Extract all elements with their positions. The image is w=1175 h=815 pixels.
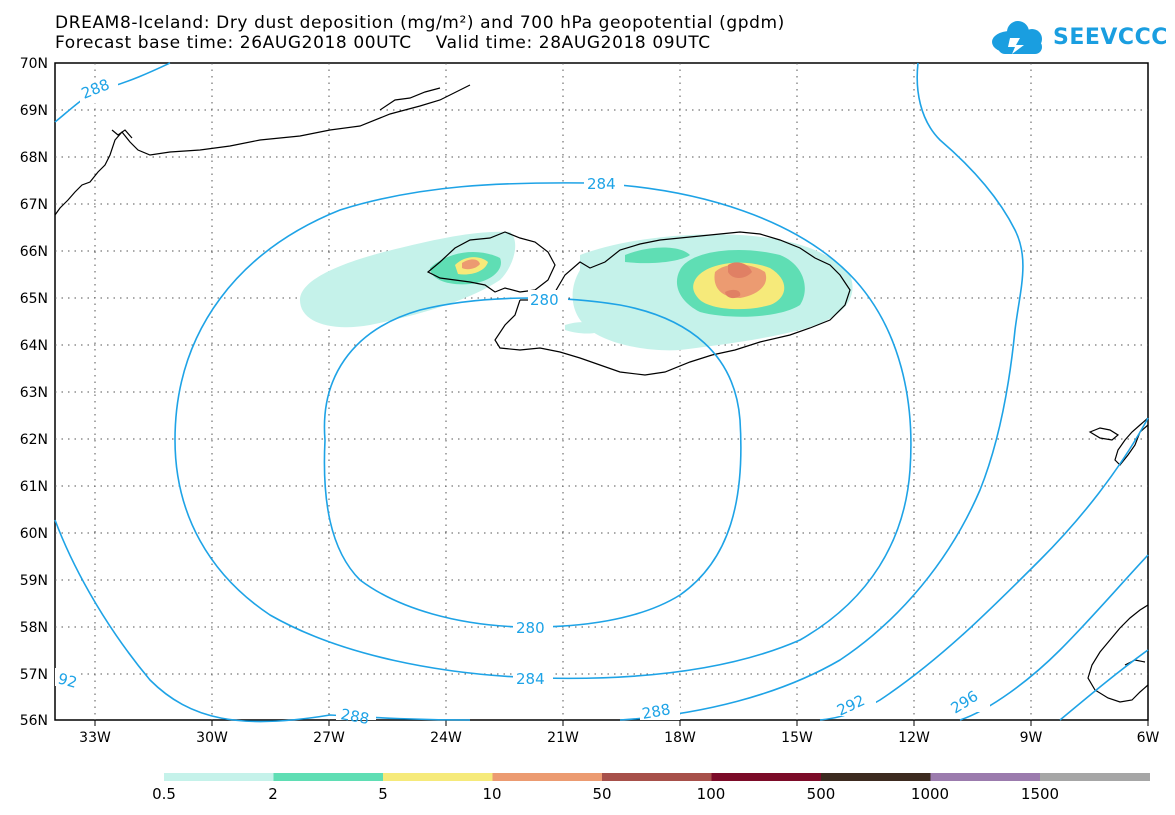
contour-label: 288: [339, 705, 370, 728]
legend-swatch: [711, 773, 822, 781]
lat-label: 56N: [20, 713, 48, 729]
chart-subtitle: Forecast base time: 26AUG2018 00UTC Vali…: [55, 33, 711, 53]
legend-label: 500: [806, 785, 836, 803]
coastlines: [54, 84, 1149, 703]
legend-label: 5: [378, 785, 388, 803]
legend-swatch: [1040, 773, 1150, 781]
contour-label-group: 288 284 280 280 284 288 288 292 296 92: [55, 75, 990, 728]
lat-label: 65N: [20, 291, 48, 307]
legend-swatch: [930, 773, 1041, 781]
contour-300: [1059, 649, 1149, 721]
graticule: [55, 63, 1148, 720]
lat-label: 62N: [20, 432, 48, 448]
legend-label: 2: [268, 785, 278, 803]
contour-280-inner: [323, 297, 742, 628]
lat-label: 64N: [20, 338, 48, 354]
legend-label: 1000: [910, 785, 950, 803]
lon-label: 33W: [79, 730, 111, 746]
lon-label: 15W: [781, 730, 813, 746]
lat-label: 58N: [20, 620, 48, 636]
contour-label: 288: [641, 700, 672, 723]
dust-deposition-field: [300, 231, 853, 351]
legend-colorbar: [164, 773, 1150, 781]
lat-label: 57N: [20, 667, 48, 683]
lon-label: 18W: [664, 730, 696, 746]
legend-swatch: [164, 773, 274, 781]
lon-label: 9W: [1020, 730, 1043, 746]
legend-label: 1500: [1020, 785, 1060, 803]
contour-label: 280: [530, 291, 559, 309]
ticks: [94, 720, 1149, 726]
legend-swatch: [821, 773, 931, 781]
legend-swatch: [273, 773, 384, 781]
legend-swatch: [492, 773, 603, 781]
longitude-labels: 33W 30W 27W 24W 21W 18W 15W 12W 9W 6W: [79, 730, 1159, 746]
lon-label: 12W: [898, 730, 930, 746]
lon-label: 24W: [430, 730, 462, 746]
legend-swatch: [383, 773, 493, 781]
lon-label: 21W: [547, 730, 579, 746]
legend-label: 10: [482, 785, 502, 803]
lat-label: 66N: [20, 244, 48, 260]
cloud-icon: [992, 21, 1042, 54]
lat-label: 69N: [20, 103, 48, 119]
contour-label: 284: [587, 175, 616, 193]
chart-title: DREAM8-Iceland: Dry dust deposition (mg/…: [55, 13, 785, 33]
legend-label: 100: [696, 785, 726, 803]
lon-label: 6W: [1137, 730, 1160, 746]
legend-label: 0.5: [152, 785, 176, 803]
lat-label: 67N: [20, 197, 48, 213]
lat-label: 60N: [20, 526, 48, 542]
lat-label: 70N: [20, 56, 48, 72]
seevccc-logo: [992, 21, 1042, 54]
contour-292: [819, 417, 1149, 721]
lon-label: 30W: [196, 730, 228, 746]
legend-label: 50: [592, 785, 612, 803]
lat-label: 59N: [20, 573, 48, 589]
legend-swatch: [602, 773, 712, 781]
lat-label: 61N: [20, 479, 48, 495]
contour-label: 280: [516, 619, 545, 637]
lat-label: 63N: [20, 385, 48, 401]
logo-text: SEEVCCC: [1053, 25, 1168, 50]
contour-label: 92: [56, 669, 79, 691]
lon-label: 27W: [313, 730, 345, 746]
contour-288-sw: [54, 519, 471, 723]
contour-label: 284: [516, 670, 545, 688]
lat-label: 68N: [20, 150, 48, 166]
contour-288-east: [619, 62, 1024, 721]
contour-284: [174, 182, 912, 680]
latitude-labels: 70N 69N 68N 67N 66N 65N 64N 63N 62N 61N …: [20, 56, 48, 729]
